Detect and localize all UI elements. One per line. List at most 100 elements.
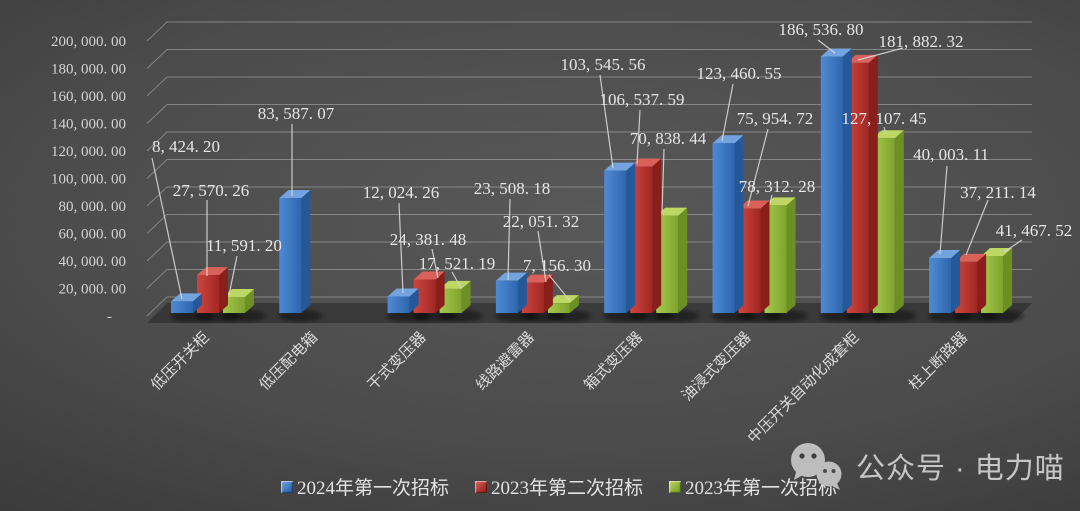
bar-side-face xyxy=(842,48,852,313)
bar-series2-cat7 xyxy=(981,247,1013,313)
bar-side-face xyxy=(760,200,770,313)
bar-side-face xyxy=(1003,247,1013,313)
bar-front-face xyxy=(872,138,895,313)
data-label-leader-line xyxy=(965,199,989,256)
bar-top-face xyxy=(439,280,471,289)
bar-side-face xyxy=(245,289,254,313)
y-axis-tick-label: 80, 000. 00 xyxy=(59,199,127,215)
legend-label: 2023年第一次招标 xyxy=(685,478,838,499)
y-axis-tick-label: - xyxy=(107,309,112,325)
bar-side-face xyxy=(409,288,419,313)
data-label-leader-line xyxy=(537,230,547,283)
gridline xyxy=(146,49,1032,69)
data-label-leader-line xyxy=(883,126,887,135)
y-axis-tick-label: 120, 000. 00 xyxy=(51,144,126,160)
bar-series1-cat4 xyxy=(630,158,662,313)
bar-front-face xyxy=(955,261,978,313)
data-label-leader-line xyxy=(228,255,238,296)
bar-series0-cat7 xyxy=(929,249,961,313)
y-axis-tick-label: 180, 000. 00 xyxy=(51,62,126,78)
y-axis-tick-label: 200, 000. 00 xyxy=(51,34,126,50)
bar-side-face xyxy=(517,272,527,313)
bar-side-face xyxy=(894,130,904,313)
data-label: 106, 537. 59 xyxy=(600,90,685,109)
bar-front-face xyxy=(387,296,410,313)
bar-top-face xyxy=(712,135,744,144)
data-label-leader-line xyxy=(451,271,462,289)
bar-front-face xyxy=(981,255,1004,313)
bar-top-face xyxy=(955,253,987,262)
watermark-text: 公众号 · 电力喵 xyxy=(856,453,1065,485)
bar-front-face xyxy=(764,205,787,313)
gridline xyxy=(146,131,1032,152)
data-label: 127, 107. 45 xyxy=(842,109,927,128)
bar-series2-cat2 xyxy=(439,280,471,313)
x-axis-category-label: 中压开关自动化成套柜 xyxy=(745,329,863,447)
legend-item-2024-first: 2024年第一次招标 xyxy=(281,473,449,500)
x-axis-category-label: 低压配电箱 xyxy=(256,329,321,394)
data-label: 17, 521. 19 xyxy=(419,254,496,273)
data-label-leader-line xyxy=(939,165,948,255)
bar-series0-cat4 xyxy=(604,162,636,313)
bar-front-face xyxy=(712,143,735,313)
bar-top-face xyxy=(197,267,228,276)
data-label: 23, 508. 18 xyxy=(474,179,551,198)
bar-series1-cat5 xyxy=(738,200,770,313)
data-label-leader-line xyxy=(431,248,439,279)
data-label-leader-line xyxy=(507,198,511,281)
bar-front-face xyxy=(413,279,436,313)
bar-side-face xyxy=(951,249,961,313)
bar-side-face xyxy=(569,295,579,313)
data-label-leader-line xyxy=(661,148,665,214)
y-axis-tick-label: 100, 000. 00 xyxy=(51,172,126,188)
data-label: 40, 003. 11 xyxy=(913,145,989,164)
legend-swatch-red xyxy=(475,480,488,493)
x-axis-category-label: 线路避雷器 xyxy=(473,329,538,394)
bar-side-face xyxy=(461,280,471,313)
bar-front-face xyxy=(738,208,761,313)
bar-side-face xyxy=(626,162,636,313)
data-label: 8, 424. 20 xyxy=(152,137,220,156)
bar-top-face xyxy=(495,272,527,281)
wechat-icon xyxy=(791,443,842,490)
data-label-leader-line xyxy=(769,194,773,204)
y-axis-tick-label: 60, 000. 00 xyxy=(59,227,127,243)
gridline xyxy=(146,159,1032,179)
bar-top-face xyxy=(738,200,770,209)
data-label-leader-line xyxy=(151,157,183,300)
data-label-leader-line xyxy=(721,83,734,142)
bar-side-face xyxy=(786,197,796,313)
gridline xyxy=(146,21,1032,42)
bar-series1-cat6 xyxy=(846,54,878,314)
bar-side-face xyxy=(301,190,311,313)
data-label-leader-line xyxy=(817,39,836,54)
data-label: 186, 536. 80 xyxy=(779,20,864,39)
bar-front-face xyxy=(495,280,518,313)
data-label: 83, 587. 07 xyxy=(258,104,335,123)
bar-front-face xyxy=(439,288,462,313)
bar-series0-cat1 xyxy=(279,190,311,313)
bar-series1-cat0 xyxy=(197,267,228,313)
data-label: 11, 591. 20 xyxy=(206,236,282,255)
watermark: 公众号 · 电力喵 xyxy=(784,440,1065,492)
bar-top-face xyxy=(929,249,961,258)
bar-front-face xyxy=(547,303,570,313)
y-axis-tick-label: 140, 000. 00 xyxy=(51,117,126,133)
bar-series1-cat7 xyxy=(955,253,987,313)
bar-front-face xyxy=(521,282,544,313)
bar-side-face xyxy=(193,293,202,313)
bar-front-face xyxy=(929,257,952,313)
y-axis-tick-label: 40, 000. 00 xyxy=(59,254,127,270)
bar-top-face xyxy=(656,207,688,216)
bar-series0-cat5 xyxy=(712,135,744,313)
data-label-leader-line xyxy=(599,74,614,169)
data-label-leader-line xyxy=(1003,239,1023,253)
bar-side-face xyxy=(678,207,688,313)
data-label: 78, 312. 28 xyxy=(739,177,816,196)
legend-swatch-blue xyxy=(281,480,293,493)
bar-side-face xyxy=(977,253,987,313)
bar-top-face xyxy=(630,158,662,167)
chart-legend: 2024年第一次招标 2023年第二次招标 2023年第一次招标 xyxy=(281,473,837,500)
bar-front-face xyxy=(820,56,843,313)
